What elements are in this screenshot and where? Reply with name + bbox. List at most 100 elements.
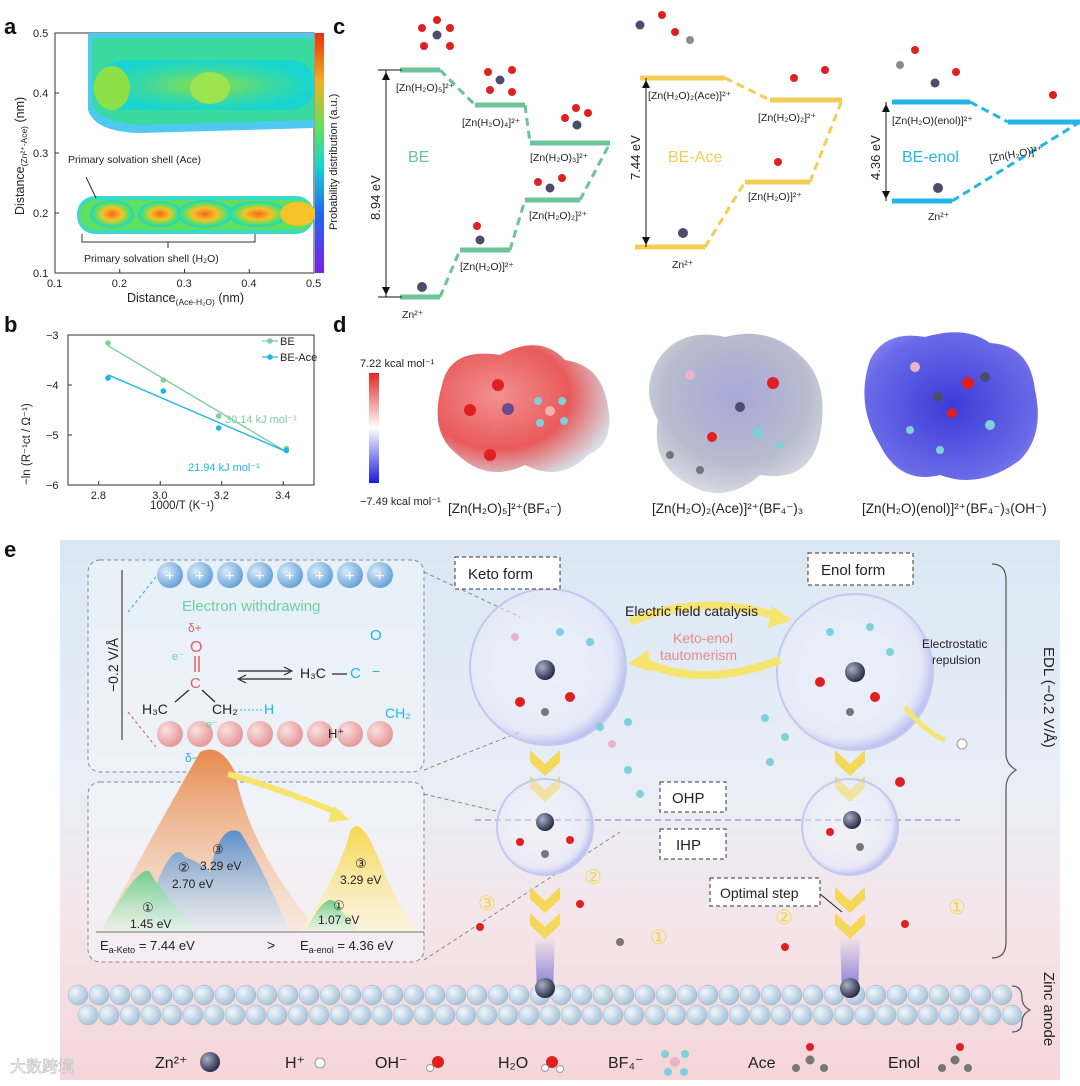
zinc-atom	[487, 984, 509, 1006]
be-enol-level-1: [Zn(H₂O)]²⁺	[988, 144, 1043, 165]
data-point-be	[160, 377, 167, 383]
negative-electrode-ball	[187, 721, 213, 747]
zinc-atom	[403, 984, 425, 1006]
zinc-atom	[98, 1004, 120, 1026]
zinc-atom	[697, 984, 719, 1006]
peak-keto-1-val: 1.45 eV	[130, 917, 171, 931]
panel-a-ytick: 0.5	[33, 28, 48, 40]
legend-enol: Enol	[888, 1055, 920, 1072]
zinc-atom	[623, 1004, 645, 1026]
zinc-atom	[739, 984, 761, 1006]
zinc-atom	[854, 1004, 876, 1026]
zinc-atom	[319, 984, 341, 1006]
data-point-be-ace	[215, 425, 222, 431]
legend-ace: Ace	[748, 1055, 776, 1072]
keto-c: C	[190, 675, 201, 692]
zinc-atom	[560, 1004, 582, 1026]
zinc-atom	[644, 1004, 666, 1026]
zinc-atom	[424, 984, 446, 1006]
ladder-be-enol-title: BE-enol	[902, 149, 959, 166]
panel-b-ytick: −5	[46, 430, 59, 442]
data-point-be	[105, 340, 111, 346]
keto-h3c: H₃C	[142, 701, 168, 717]
panel-a-xtick: 0.1	[47, 278, 62, 290]
zinc-atom	[277, 984, 299, 1006]
electron-withdrawing: Electron withdrawing	[182, 598, 320, 615]
zinc-atom	[749, 1004, 771, 1026]
be-enol-total: 4.36 eV	[868, 135, 883, 180]
optimal-step-label: Optimal step	[720, 885, 799, 901]
data-point-be-ace	[283, 447, 290, 454]
be-ace-level-2: [Zn(H₂O)₂]²⁺	[758, 112, 816, 124]
fit-line-be	[107, 345, 287, 453]
negative-electrode-ball	[337, 721, 363, 747]
zinc-atom	[151, 984, 173, 1006]
be-total: 8.94 eV	[368, 175, 383, 220]
panel-a-xtick: 0.4	[241, 278, 256, 290]
positive-electrode-ball	[277, 562, 303, 588]
zinc-atom	[298, 984, 320, 1006]
panel-a-letter: a	[4, 14, 17, 39]
peak-keto-3-val: 3.29 eV	[200, 859, 241, 873]
be-level-1: [Zn(H₂O)]²⁺	[460, 261, 514, 273]
annotation-h2o: Primary solvation shell (H₂O)	[84, 253, 219, 265]
zinc-atom	[256, 984, 278, 1006]
panel-b-ytick: −3	[46, 330, 59, 342]
field-label: −0.2 V/Å	[105, 637, 121, 692]
panel-a-heatmap: 0.1 0.2 0.3 0.4 0.5 0.1 0.2 0.3 0.4 0.5 Primary s…	[13, 28, 340, 307]
electric-field-catalysis: Electric field catalysis	[625, 603, 758, 619]
negative-electrode-ball	[367, 721, 393, 747]
esp-label-1: [Zn(H₂O)₅]²⁺(BF₄⁻)	[448, 501, 562, 516]
zinc-atom	[592, 984, 614, 1006]
step-2-keto: ②	[584, 867, 602, 889]
panel-a-ytick: 0.2	[33, 208, 48, 220]
ladder-be-ace-title: BE-Ace	[668, 149, 722, 166]
data-point-be-ace	[105, 375, 111, 381]
be-enol-level-2: [Zn(H₂O)(enol)]²⁺	[892, 115, 973, 127]
zinc-atom	[875, 1004, 897, 1026]
positive-electrode-ball	[157, 562, 183, 588]
be-ace-level-3: [Zn(H₂O)₂(Ace)]²⁺	[648, 90, 731, 102]
step-1-enol: ①	[948, 897, 966, 919]
zinc-atom	[833, 1004, 855, 1026]
zinc-atom	[959, 1004, 981, 1026]
peak-keto-3-num: ③	[212, 842, 224, 857]
plus-sign: +	[345, 568, 354, 585]
peak-enol-3-val: 3.29 eV	[340, 873, 381, 887]
panel-a-ytick: 0.3	[33, 148, 48, 160]
negative-electrode-ball	[247, 721, 273, 747]
zinc-atom	[130, 984, 152, 1006]
zinc-atom	[802, 984, 824, 1006]
be-enol-level-0: Zn²⁺	[928, 211, 949, 223]
zinc-atom	[707, 1004, 729, 1026]
zinc-atom	[371, 1004, 393, 1026]
positive-electrode-ball	[367, 562, 393, 588]
zinc-atom	[224, 1004, 246, 1026]
zinc-atom	[791, 1004, 813, 1026]
tautomerism-label: tautomerism	[660, 647, 737, 663]
positive-electrode-ball	[337, 562, 363, 588]
zinc-atom	[455, 1004, 477, 1026]
enol-h3c: H₃C	[300, 665, 326, 681]
peak-enol-1-num: ①	[333, 898, 345, 913]
fit-label-be: 30.14 kJ mol⁻¹	[225, 414, 297, 426]
zinc-atom	[77, 1004, 99, 1026]
step-2-enol: ②	[775, 907, 793, 929]
ea-enol: Ea-enol = 4.36 eV	[300, 938, 394, 955]
zinc-atom	[466, 984, 488, 1006]
panel-b-chart: 2.8 3.0 3.2 3.4 −3 −4 −5 −6 BE BE-Ace 30.14 kJ …	[21, 330, 317, 512]
plus-sign: +	[225, 568, 234, 585]
enol-ch2: CH₂	[385, 705, 411, 721]
plus-sign: +	[255, 568, 264, 585]
zinc-atom	[613, 984, 635, 1006]
zinc-atom	[938, 1004, 960, 1026]
legend-hplus: H⁺	[285, 1055, 305, 1072]
keto-ch2: CH₂	[212, 701, 238, 717]
zinc-atom	[896, 1004, 918, 1026]
panel-d-letter: d	[333, 312, 347, 337]
zinc-atom	[245, 1004, 267, 1026]
panel-e-scheme: + + + + + + + + −0.2 V/Å Electron withdrawing δ…	[10, 540, 1060, 1080]
cluster-molecules	[417, 11, 1057, 292]
zinc-atom	[182, 1004, 204, 1026]
positive-electrode-ball	[247, 562, 273, 588]
